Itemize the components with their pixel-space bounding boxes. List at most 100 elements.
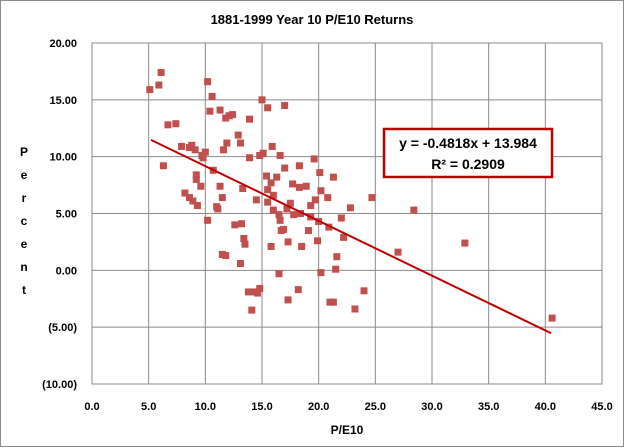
y-tick-label: 10.00 [49,152,77,164]
x-axis-label: P/E10 [331,423,364,437]
data-point [236,139,244,147]
x-tick-label: 0.0 [84,401,99,413]
data-point [201,148,209,156]
data-point [329,173,337,181]
data-point [204,216,212,224]
data-point [218,194,226,202]
equation-box: y = -0.4818x + 13.984 R² = 0.2909 [382,127,554,179]
data-point [394,248,402,256]
data-point [329,298,337,306]
data-point [263,172,271,180]
data-point [241,240,249,248]
data-point [240,235,248,243]
data-point [340,233,348,241]
data-point [307,202,315,210]
data-point [231,221,239,229]
data-point [368,194,376,202]
x-tick-label: 20.0 [308,401,329,413]
data-point [304,227,312,235]
data-point [239,184,247,192]
data-point [325,223,333,231]
data-point [252,196,260,204]
data-point [253,289,261,297]
data-point [192,171,200,179]
y-tick-label: 15.00 [49,95,77,107]
data-point [297,210,305,217]
y-axis-label-letter: r [22,191,27,205]
data-point [258,96,266,104]
x-tick-label: 40.0 [535,401,556,413]
data-point [269,191,277,199]
x-tick-label: 10.0 [195,401,216,413]
x-tick-label: 25.0 [365,401,386,413]
r-squared: R² = 0.2909 [431,156,505,172]
data-point [324,194,332,202]
data-point [269,206,277,214]
data-point [146,86,154,94]
y-tick-label: 5.00 [56,209,77,221]
data-point [178,142,186,150]
data-point [208,92,216,100]
x-tick-label: 30.0 [421,401,442,413]
data-point [264,198,272,206]
data-point [337,214,345,222]
data-point [289,180,297,188]
data-point [281,102,289,110]
y-tick-label: 0.00 [56,265,77,277]
data-point [181,189,189,197]
x-tick-label: 5.0 [141,401,156,413]
data-point [214,205,222,213]
data-point [290,211,298,219]
data-point [206,107,214,115]
data-point [222,252,230,260]
x-tick-label: 15.0 [251,401,272,413]
data-point [410,206,418,214]
equation-box-border [382,127,554,179]
chart-title: 1881-1999 Year 10 P/E10 Returns [211,12,414,27]
data-point [284,296,292,304]
data-point [238,220,246,228]
data-point [164,121,172,129]
data-point [197,182,205,190]
y-tick-label: 20.00 [49,38,77,50]
trendline [150,138,552,335]
x-tick-labels: 0.0 5.0 10.0 15.0 20.0 25.0 30.0 35.0 40.0 45.0 [84,401,612,413]
data-point [317,187,325,195]
data-point [461,239,469,247]
data-point [310,155,318,163]
data-point [276,152,284,160]
data-point [351,305,359,313]
data-point [275,270,283,278]
data-point [298,242,306,250]
data-point [332,265,340,273]
data-point [219,146,227,154]
data-point [264,104,272,112]
x-tick-label: 35.0 [478,401,499,413]
data-point [286,199,294,207]
data-point [172,120,180,128]
data-point [317,269,325,277]
data-point [316,169,324,177]
y-axis-label-letter: P [20,145,28,159]
data-point [155,81,163,89]
data-point [157,69,165,77]
data-points [146,69,556,322]
data-point [275,211,283,219]
data-point [284,238,292,246]
plot-area [91,42,603,385]
data-point [280,225,288,233]
data-point [314,237,322,245]
y-axis-label-letter: n [20,260,27,274]
y-tick-label: (10.00) [42,379,77,391]
data-point [234,131,242,139]
data-point [229,111,237,119]
data-point [223,139,231,147]
data-point [311,196,319,204]
y-axis-label-letter: e [21,237,28,251]
data-point [236,260,244,268]
data-point [256,285,264,293]
data-point [244,288,252,296]
data-point [188,141,196,149]
